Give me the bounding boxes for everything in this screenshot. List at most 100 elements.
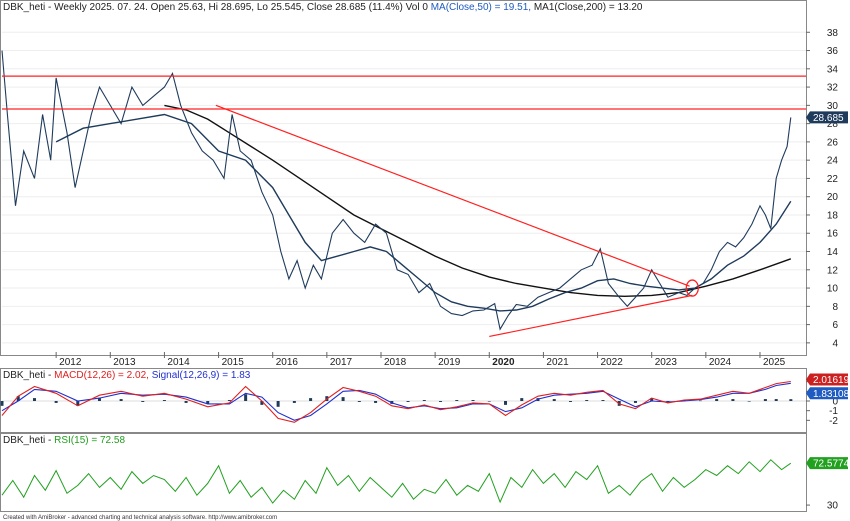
rsi-series-group [1,459,792,504]
last-price-badge-label: 28.685 [813,113,844,124]
macd-histogram-bar [487,401,491,402]
value-badges: 28.685 2.01619 1.83108 72.5774 [806,111,850,470]
price-y-tick-label-36: 36 [827,46,839,57]
ma-label: MA(Close,50) = 19.51, [431,2,531,13]
price-series-group [1,50,792,331]
macd-histogram-bar [357,401,361,402]
rsi-line [1,459,792,504]
x-tick-label-2024: 2024 [709,357,732,368]
price-y-tick-label-6: 6 [832,320,838,331]
x-axis: 2012 2013 2014 2015 2016 2017 2018 2019 2020 2021… [55,352,786,368]
price-y-tick-label-38: 38 [827,28,839,39]
macd-histogram-bar [244,394,248,401]
macd-histogram-bar [504,401,508,405]
macd-header: DBK_heti - MACD(12,26) = 2.02, Signal(12… [3,370,251,381]
ma-50-line [55,113,792,312]
price-header: DBK_heti - Weekly 2025. 07. 24. Open 25.… [3,2,643,13]
macd-histogram-bar [97,398,101,401]
rsi-value-badge-label: 72.5774 [813,459,850,470]
macd-y-tick-label-0: 0 [832,397,838,408]
macd-y-tick-label--1: -1 [829,406,838,417]
macd-histogram-bar [439,401,443,402]
rsi-value-badge-shape [806,457,848,470]
x-tick-label-2020: 2020 [492,357,515,368]
macd-histogram-bar [184,401,188,403]
trend-overlay [2,75,806,338]
macd-y-tick-label--2: -2 [829,416,838,427]
x-tick-label-2021: 2021 [546,357,569,368]
macd-header-prefix: DBK_heti - [3,370,51,381]
macd-histogram-bar [789,399,793,401]
signal-label: Signal(12,26,9) = 1.83 [152,370,251,381]
macd-histogram-bar [292,401,296,403]
rsi-panel-frame [0,433,807,512]
macd-histogram-bar [162,400,166,401]
macd-histogram-bar [119,399,123,401]
macd-histogram-bar [32,398,36,401]
macd-histogram-bar [715,399,719,401]
price-y-tick-label-26: 26 [827,137,839,148]
x-tick-label-2013: 2013 [113,357,136,368]
rsi-y-axis: 30 [806,501,838,512]
macd-series-group [0,380,806,423]
rsi-label: RSI(15) = 72.58 [54,435,125,446]
macd-histogram-bar [309,398,313,401]
macd-histogram-bar [471,400,475,401]
macd-value-badge-shape [806,373,848,386]
price-y-tick-label-34: 34 [827,64,839,75]
x-tick-label-2016: 2016 [276,357,299,368]
macd-histogram-bar [633,401,637,403]
trend-line-2 [489,294,693,338]
macd-histogram-bar [16,396,20,401]
macd-histogram-bar [260,401,264,405]
macd-value-badge-label: 2.01619 [813,375,850,386]
x-tick-label-2018: 2018 [384,357,407,368]
macd-histogram-bar [227,400,231,401]
x-tick-label-2025: 2025 [763,357,786,368]
signal-value-badge-label: 1.83108 [813,389,850,400]
price-y-tick-label-22: 22 [827,174,839,185]
macd-histogram-bar [747,401,751,402]
price-grid [2,31,806,344]
price-y-axis: 4 6 8 10 12 14 16 18 20 22 24 26 28 30 32 34 36 38 [806,28,839,349]
x-tick-label-2015: 2015 [222,357,245,368]
trend-line-1 [215,104,690,287]
signal-value-badge-shape [806,387,848,400]
macd-histogram-bar [585,400,589,401]
macd-histogram-bar [552,399,556,401]
price-y-tick-label-10: 10 [827,284,839,295]
price-y-tick-label-16: 16 [827,229,839,240]
x-tick-label-2022: 2022 [601,357,624,368]
x-tick-label-2023: 2023 [655,357,678,368]
macd-histogram-bar [774,399,778,401]
price-header-prefix: DBK_heti - Weekly 2025. 07. 24. Open 25.… [3,2,428,13]
x-tick-label-2019: 2019 [438,357,461,368]
x-tick-label-2012: 2012 [59,357,82,368]
macd-histogram-bar [341,397,345,401]
price-y-tick-label-20: 20 [827,192,839,203]
price-y-tick-label-8: 8 [832,302,838,313]
macd-histogram-bar [276,401,280,407]
price-line [1,50,792,331]
macd-histogram-bar [0,401,4,406]
price-y-tick-label-12: 12 [827,265,839,276]
macd-histogram-bar [698,400,702,402]
macd-line [1,380,791,423]
price-y-tick-label-18: 18 [827,210,839,221]
price-y-tick-label-30: 30 [827,101,839,112]
macd-histogram-bar [206,401,210,404]
macd-histogram-bar [54,401,58,403]
footer-credit: Created with AmiBroker - advanced charti… [3,515,277,521]
macd-histogram-bar [601,400,605,401]
macd-histogram-bar [763,399,767,401]
rsi-y-tick-label-30: 30 [827,501,839,512]
macd-histogram-bar [731,399,735,401]
price-y-tick-label-4: 4 [832,338,838,349]
breakout-circle [685,279,699,297]
x-tick-label-2014: 2014 [167,357,190,368]
macd-histogram-bar [374,401,378,403]
last-price-badge-shape [806,111,848,124]
x-tick-label-2017: 2017 [330,357,353,368]
rsi-header: DBK_heti - RSI(15) = 72.58 [3,435,125,446]
